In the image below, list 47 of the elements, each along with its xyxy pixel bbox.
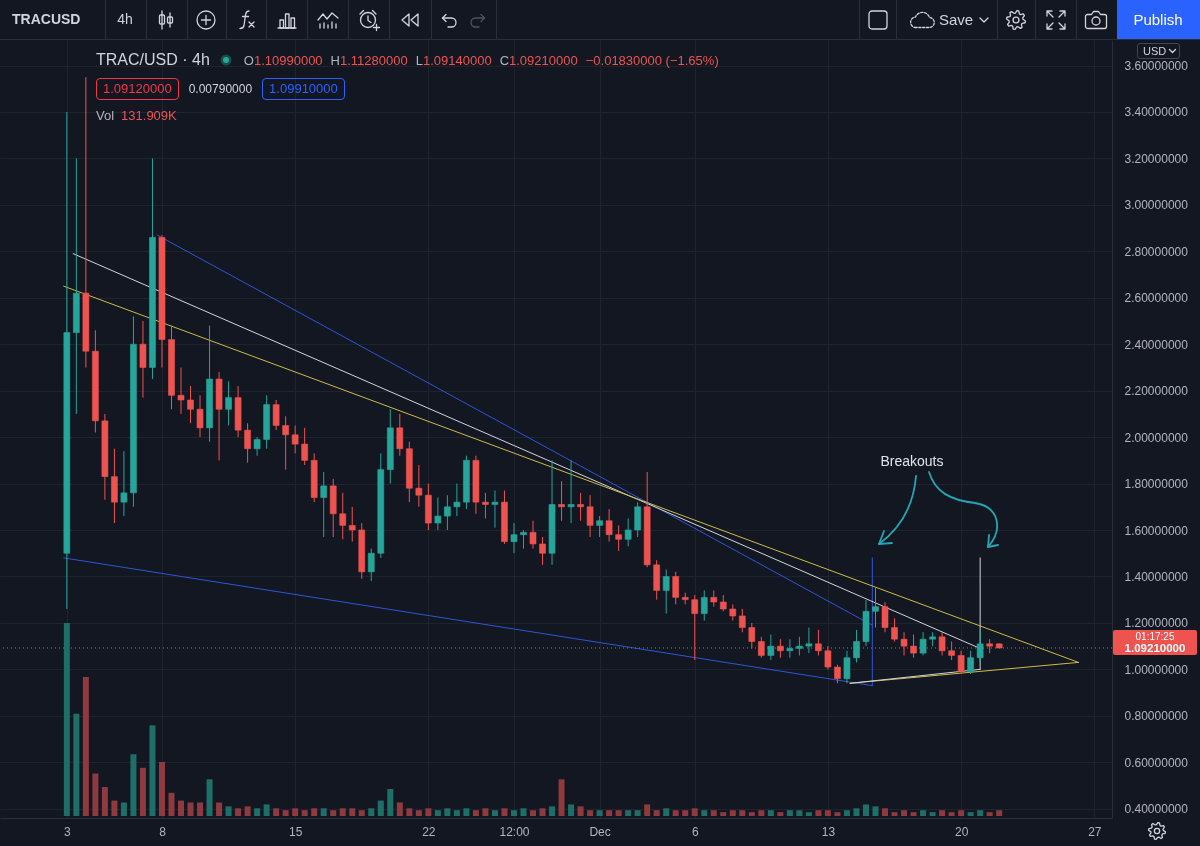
annotation: 0.00790000 (188, 82, 253, 96)
text: 4h (117, 11, 133, 27)
y-tick-label: 1.40000000 (1124, 569, 1189, 584)
x-tick-label: 3 (64, 824, 71, 839)
text: TRACUSD (12, 11, 81, 27)
x-tick-label: 12:00 (499, 824, 530, 839)
annotation: O1.10990000 (243, 52, 323, 68)
y-tick-label: 1.80000000 (1124, 477, 1189, 492)
x-tick-label: 8 (159, 824, 167, 839)
annotation: 1.09120000 (103, 81, 172, 97)
y-tick-label: 0.40000000 (1124, 802, 1189, 817)
x-tick-label: 20 (954, 824, 969, 839)
y-tick-label: 1.60000000 (1124, 523, 1189, 538)
x-tick-label: 6 (691, 824, 699, 839)
y-tick-label: 0.80000000 (1124, 709, 1189, 724)
x-tick-label: 27 (1088, 824, 1102, 839)
text: Save (939, 11, 974, 28)
annotation: −0.01830000 (−1.65%) (585, 52, 719, 68)
dropdown-button: USD (1137, 43, 1181, 59)
annotation: L1.09140000 (415, 52, 492, 68)
ref-line-label: 1.09210000 (1123, 641, 1187, 654)
y-tick-label: 1.00000000 (1124, 662, 1189, 677)
y-tick-label: 3.60000000 (1124, 59, 1189, 74)
field: 1.09910000 (262, 78, 345, 100)
y-tick-label: 0.60000000 (1124, 755, 1189, 770)
y-tick-label: 3.20000000 (1124, 151, 1189, 166)
x-tick-label: 15 (288, 824, 303, 839)
price-tag: 01:17:25 1.09210000 (1113, 629, 1197, 655)
x-tick-label: Dec (589, 824, 611, 839)
y-tick-label: 2.40000000 (1124, 337, 1189, 352)
text: TRAC/USD · 4h (96, 51, 210, 69)
y-tick-label: 2.80000000 (1124, 244, 1189, 259)
y-tick-label: 2.20000000 (1124, 384, 1189, 399)
annotation: C1.09210000 (499, 52, 578, 68)
annotation: 1.09910000 (269, 81, 338, 97)
x-tick-label: 22 (422, 824, 436, 839)
y-tick-label: 3.00000000 (1124, 198, 1189, 213)
annotation: Breakouts (880, 453, 944, 469)
text: Publish (1133, 11, 1183, 28)
y-tick-label: 1.20000000 (1124, 616, 1189, 631)
y-tick-label: 2.00000000 (1124, 430, 1189, 445)
field: 1.09120000 (96, 78, 179, 100)
y-tick-label: 2.60000000 (1124, 291, 1189, 306)
x-tick-label: 13 (821, 824, 836, 839)
annotation: H1.11280000 (330, 52, 408, 68)
y-tick-label: 3.40000000 (1124, 105, 1189, 120)
annotation: Vol 131.909K (96, 107, 177, 123)
